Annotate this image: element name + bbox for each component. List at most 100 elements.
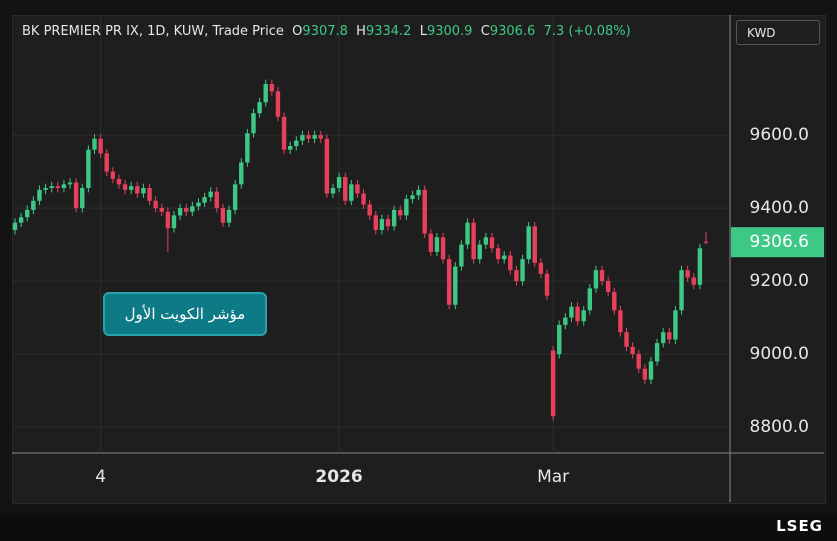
candle-body bbox=[428, 233, 434, 252]
candle-body bbox=[177, 208, 183, 216]
candle-body bbox=[520, 259, 525, 282]
ohlc-label: O bbox=[292, 24, 303, 39]
candle-body bbox=[453, 266, 458, 305]
candle-body bbox=[122, 184, 128, 190]
candle-body bbox=[294, 140, 299, 147]
candle-body bbox=[141, 188, 146, 194]
candle-body bbox=[526, 226, 531, 260]
candle-body bbox=[184, 208, 189, 212]
candle-body bbox=[648, 361, 654, 380]
candle-body bbox=[660, 332, 666, 344]
candle-body bbox=[593, 270, 599, 289]
candle-body bbox=[232, 184, 238, 210]
candle-body bbox=[214, 191, 219, 209]
candle-body bbox=[312, 135, 317, 139]
candle-body bbox=[361, 193, 366, 205]
candle-body bbox=[80, 188, 85, 209]
candle-body bbox=[349, 184, 354, 201]
ohlc-label: H bbox=[356, 24, 366, 39]
low-value: 9300.9 bbox=[426, 24, 473, 39]
candle-body bbox=[440, 237, 446, 260]
header: BK PREMIER PR IX, 1D, KUW, Trade Price O… bbox=[22, 24, 631, 39]
candle-body bbox=[544, 273, 550, 296]
candle-body bbox=[220, 208, 226, 223]
candle-body bbox=[385, 219, 391, 227]
candle-body bbox=[135, 186, 140, 194]
candle-body bbox=[159, 208, 164, 212]
open-value: 9307.8 bbox=[302, 24, 348, 39]
brand: LSEG bbox=[776, 517, 823, 535]
candle-body bbox=[391, 209, 397, 227]
candle-body bbox=[538, 262, 544, 274]
candle-body bbox=[587, 288, 593, 311]
candle-body bbox=[343, 177, 348, 201]
ohlc-label: L bbox=[419, 24, 427, 39]
x-tick-label: 2026 bbox=[315, 467, 362, 487]
candle-body bbox=[618, 310, 623, 333]
candle-body bbox=[398, 209, 403, 216]
candle-body bbox=[104, 153, 109, 172]
candle-body bbox=[508, 255, 513, 271]
candle-body bbox=[116, 178, 122, 185]
candle-body bbox=[92, 138, 97, 150]
candle-body bbox=[446, 259, 452, 305]
candle-body bbox=[569, 306, 574, 318]
candle-body bbox=[318, 135, 323, 139]
candle-body bbox=[654, 343, 660, 362]
last-price-box bbox=[731, 227, 824, 258]
candle-body bbox=[367, 204, 372, 216]
candle-body bbox=[697, 248, 703, 285]
candle-body bbox=[691, 277, 696, 285]
candle-body bbox=[581, 310, 586, 322]
candle-body bbox=[226, 209, 232, 223]
x-tick-label: Mar bbox=[537, 467, 569, 487]
footer bbox=[0, 515, 837, 541]
currency-button[interactable]: KWD bbox=[736, 20, 820, 45]
candle-body bbox=[153, 200, 158, 209]
x-tick-label: 4 bbox=[95, 467, 106, 487]
candle-body bbox=[679, 270, 684, 311]
candle-body bbox=[575, 306, 580, 322]
candle-body bbox=[379, 219, 385, 230]
candle-body bbox=[49, 186, 54, 189]
candle-body bbox=[667, 332, 672, 340]
candle-body bbox=[165, 211, 171, 229]
high-value: 9334.2 bbox=[365, 24, 412, 39]
candle-body bbox=[98, 138, 103, 154]
candle-body bbox=[336, 177, 342, 189]
candle-body bbox=[410, 195, 415, 199]
candle-body bbox=[642, 368, 648, 380]
candle-body bbox=[25, 209, 30, 218]
candle-body bbox=[557, 324, 562, 355]
candle-body bbox=[612, 292, 617, 311]
candle-body bbox=[514, 270, 519, 282]
y-tick-label: 9200.0 bbox=[750, 271, 809, 291]
candle-body bbox=[630, 346, 635, 355]
candle-body bbox=[532, 226, 537, 263]
candle-body bbox=[300, 135, 305, 141]
candle-body bbox=[37, 189, 42, 201]
y-tick-label: 9600.0 bbox=[750, 125, 809, 145]
candle-body bbox=[239, 162, 244, 185]
candle-body bbox=[502, 255, 507, 260]
candle-body bbox=[673, 310, 678, 340]
candle-body bbox=[495, 248, 501, 260]
y-tick-label: 8800.0 bbox=[750, 417, 809, 437]
candle-body bbox=[190, 206, 195, 212]
candle-body bbox=[202, 197, 207, 203]
candle-body bbox=[86, 149, 91, 189]
candle-body bbox=[128, 186, 134, 190]
candle-body bbox=[287, 146, 293, 150]
close-value: 9306.6 bbox=[489, 24, 536, 39]
candle-body bbox=[43, 188, 48, 190]
candle-body bbox=[489, 237, 495, 249]
candle-body bbox=[257, 102, 262, 114]
candle-body bbox=[373, 215, 378, 230]
candle-body bbox=[147, 188, 152, 201]
candle-body bbox=[67, 182, 73, 185]
change: 7.3 (+0.08%) bbox=[543, 24, 631, 39]
candle-body bbox=[263, 83, 268, 103]
candle-body bbox=[471, 222, 476, 260]
candle-body bbox=[624, 332, 629, 347]
